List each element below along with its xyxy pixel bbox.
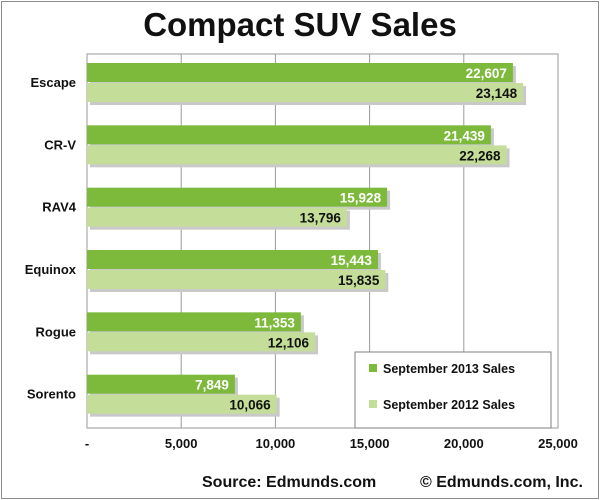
plot-area-border [86,53,559,429]
x-tick-label: - [85,436,89,451]
value-label-2012: 22,268 [459,148,501,163]
value-label-2013: 15,443 [331,253,373,268]
value-label-2013: 15,928 [340,191,382,206]
bar-2012 [87,145,507,165]
legend-label: September 2013 Sales [383,362,515,376]
bar-2012 [87,394,277,414]
bars [87,63,527,417]
category-label: RAV4 [42,200,76,215]
category-label: Rogue [36,324,76,339]
value-label-2012: 23,148 [476,86,518,101]
legend-label: September 2012 Sales [383,398,515,412]
value-label-2013: 11,353 [254,315,295,330]
x-tick-label: 20,000 [444,436,484,451]
category-label: CR-V [44,137,76,152]
bar-2013 [87,125,491,145]
value-label-2013: 21,439 [444,128,485,143]
category-label: Sorento [27,387,76,402]
copyright-text: © Edmunds.com, Inc. [420,474,583,491]
legend-swatch [369,400,377,408]
value-label-2012: 13,796 [300,211,342,226]
value-label-2012: 10,066 [229,398,271,413]
bar-2013 [87,312,301,332]
value-label-2012: 12,106 [268,335,310,350]
footer: Source: Edmunds.com © Edmunds.com, Inc. [0,474,600,498]
legend: September 2013 Sales September 2012 Sales [354,351,552,429]
x-tick-label: 15,000 [350,436,390,451]
bar-2012 [87,83,524,102]
bar-2013 [87,187,388,207]
legend-swatch [369,364,377,372]
bar-2012 [87,270,386,289]
bar-2013 [87,63,513,82]
source-text: Source: Edmunds.com [202,474,377,491]
bar-2013 [87,374,235,394]
x-tick-label: 25,000 [538,436,578,451]
chart-title: Compact SUV Sales [143,6,457,43]
x-tick-label: 10,000 [256,436,296,451]
bar-2012 [87,332,316,352]
category-label: Equinox [25,262,77,277]
labels: - 5,000 10,000 15,000 20,000 25,000 Escape 22,6… [25,66,578,451]
value-label-2012: 15,835 [338,273,380,288]
x-tick-label: 5,000 [165,436,198,451]
category-label: Escape [30,75,76,90]
bar-2012 [87,207,347,227]
value-label-2013: 7,849 [195,378,229,393]
bar-2013 [87,250,378,269]
value-label-2013: 22,607 [466,66,507,81]
legend-box [354,351,552,429]
